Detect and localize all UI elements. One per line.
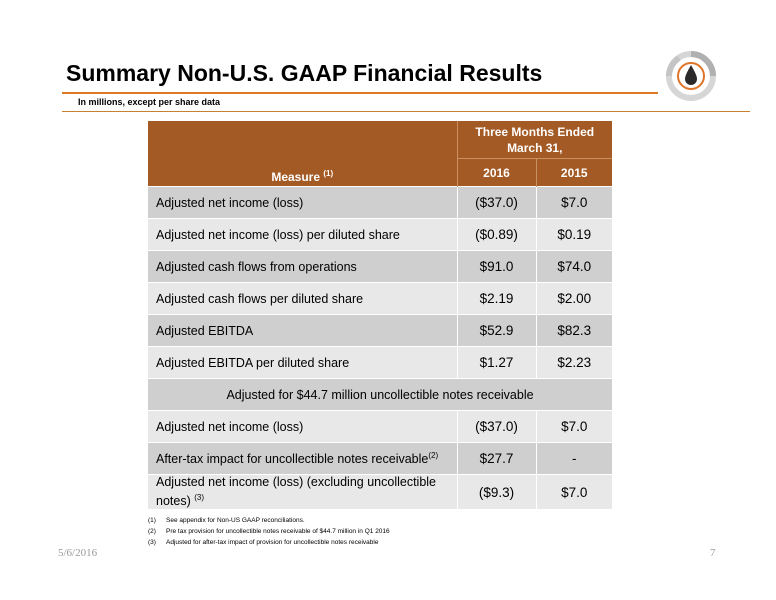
footnote-text: Adjusted for after-tax impact of provisi… [166, 539, 379, 546]
section-header-label: Adjusted for $44.7 million uncollectible… [148, 378, 612, 411]
row-label: Adjusted net income (loss) [148, 186, 457, 219]
value-2015: $2.23 [535, 346, 612, 379]
footnote: (2) Pre tax provision for uncollectible … [148, 526, 390, 537]
page-subtitle: In millions, except per share data [78, 97, 221, 107]
footnote-text: Pre tax provision for uncollectible note… [166, 528, 390, 535]
value-2015: $82.3 [535, 314, 612, 347]
value-2016: ($0.89) [456, 218, 536, 251]
value-2016: $91.0 [456, 250, 536, 283]
value-2016: ($9.3) [456, 474, 536, 510]
table-row: Adjusted EBITDA $52.9 $82.3 [148, 314, 612, 347]
row-label-text: After-tax impact for uncollectible notes… [156, 452, 429, 467]
row-label: After-tax impact for uncollectible notes… [148, 442, 457, 475]
table-row: Adjusted cash flows from operations $91.… [148, 250, 612, 283]
table-row: After-tax impact for uncollectible notes… [148, 442, 612, 475]
row-label-note: (3) [194, 493, 205, 502]
period-header: Three Months Ended March 31, [456, 121, 612, 159]
table-row: Adjusted net income (loss) (excluding un… [148, 474, 612, 510]
table-row: Adjusted EBITDA per diluted share $1.27 … [148, 346, 612, 379]
row-label: Adjusted cash flows from operations [148, 250, 457, 283]
footnote-text: See appendix for Non-US GAAP reconciliat… [166, 517, 305, 524]
financial-results-table: Measure (1) Three Months Ended March 31,… [148, 121, 612, 510]
measure-header: Measure (1) [148, 121, 457, 187]
row-label: Adjusted EBITDA [148, 314, 457, 347]
row-label: Adjusted net income (loss) (excluding un… [148, 474, 457, 510]
year-2016-header: 2016 [456, 158, 536, 187]
value-2015: $2.00 [535, 282, 612, 315]
table-row: Adjusted net income (loss) per diluted s… [148, 218, 612, 251]
row-label: Adjusted net income (loss) [148, 410, 457, 443]
row-label: Adjusted EBITDA per diluted share [148, 346, 457, 379]
value-2015: $7.0 [535, 410, 612, 443]
page-number: 7 [710, 547, 716, 559]
row-label: Adjusted net income (loss) per diluted s… [148, 218, 457, 251]
measure-header-label: Measure [271, 170, 321, 184]
page-title: Summary Non-U.S. GAAP Financial Results [66, 60, 543, 86]
row-label: Adjusted cash flows per diluted share [148, 282, 457, 315]
value-2016: $1.27 [456, 346, 536, 379]
footnote: (1) See appendix for Non-US GAAP reconci… [148, 515, 390, 526]
footnote-number: (3) [148, 539, 156, 546]
subtitle-divider [62, 111, 750, 112]
measure-header-note: (1) [323, 169, 334, 178]
title-divider [62, 92, 658, 94]
year-header-row: 2016 2015 [148, 158, 612, 187]
value-2016: ($37.0) [456, 186, 536, 219]
value-2015: $7.0 [535, 474, 612, 510]
value-2015: $74.0 [535, 250, 612, 283]
section-header-row: Adjusted for $44.7 million uncollectible… [148, 378, 612, 411]
row-label-text: Adjusted net income (loss) (excluding un… [156, 475, 437, 509]
footnote: (3) Adjusted for after-tax impact of pro… [148, 537, 390, 548]
value-2016: ($37.0) [456, 410, 536, 443]
value-2016: $52.9 [456, 314, 536, 347]
row-label-note: (2) [428, 450, 439, 460]
table-row: Adjusted net income (loss) ($37.0) $7.0 [148, 410, 612, 443]
value-2016: $27.7 [456, 442, 536, 475]
value-2015: $7.0 [535, 186, 612, 219]
value-2015: - [535, 442, 612, 475]
footnote-number: (2) [148, 528, 156, 535]
table-row: Adjusted net income (loss) ($37.0) $7.0 [148, 186, 612, 219]
footnote-number: (1) [148, 517, 156, 524]
table-header-row: Measure (1) Three Months Ended March 31, [148, 121, 612, 187]
footnotes: (1) See appendix for Non-US GAAP reconci… [148, 515, 390, 548]
footer-date: 5/6/2016 [58, 547, 98, 559]
value-2016: $2.19 [456, 282, 536, 315]
table-row: Adjusted cash flows per diluted share $2… [148, 282, 612, 315]
value-2015: $0.19 [535, 218, 612, 251]
company-logo-drop-icon [659, 48, 723, 104]
year-2015-header: 2015 [535, 158, 612, 187]
